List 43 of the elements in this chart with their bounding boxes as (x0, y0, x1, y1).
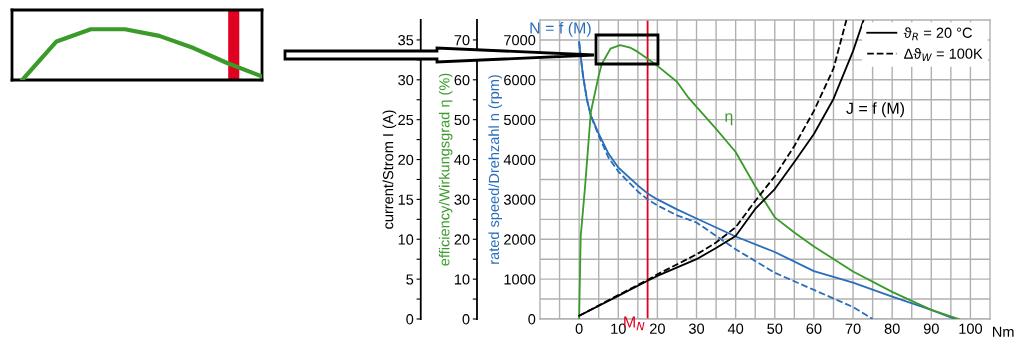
x-axis-title: Nm (993, 326, 1014, 337)
y-tick-label: 6000 (504, 74, 536, 86)
x-tick-label: 80 (884, 323, 900, 334)
x-tick-label: 70 (845, 323, 861, 334)
y-tick-label: 7000 (504, 35, 536, 46)
x-tick-label: 0 (575, 323, 583, 334)
legend-label: ϑ$_{R}$ = 20 °C (903, 27, 972, 41)
y-tick-label: 4000 (503, 154, 536, 165)
y2-tick-label: 20 (454, 234, 470, 245)
x-tick-label: 30 (688, 323, 705, 334)
y2-tick-label: 30 (454, 194, 470, 205)
y2-tick-label: 0 (462, 314, 470, 325)
y-tick-label: 3000 (503, 194, 536, 205)
y3-axis-title: current/Strom I (A) (382, 110, 397, 229)
y2-tick-label: 10 (454, 274, 470, 285)
y3-tick-label: 10 (398, 234, 414, 245)
x-tick-label: 10 (611, 323, 626, 334)
x-tick-label: 40 (727, 323, 744, 334)
y-tick-label: 5000 (503, 114, 536, 126)
x-tick-label: 60 (806, 323, 822, 334)
series-label: η (725, 113, 733, 126)
y-tick-label: 1000 (504, 274, 536, 285)
y3-tick-label: 30 (398, 74, 414, 86)
x-tick-label: 50 (767, 323, 783, 334)
y3-tick-label: 20 (398, 154, 414, 165)
x-tick-label: 20 (650, 323, 665, 334)
y2-tick-label: 40 (454, 154, 470, 165)
y2-tick-label: 70 (454, 35, 470, 46)
y3-tick-label: 0 (406, 314, 414, 325)
y3-tick-label: 5 (406, 274, 414, 285)
y2-tick-label: 60 (454, 74, 470, 86)
y3-tick-label: 35 (398, 35, 414, 46)
y-tick-label: 2000 (504, 234, 536, 245)
y3-tick-label: 25 (398, 114, 414, 126)
x-tick-label: 100 (959, 323, 983, 334)
y2-axis-title: efficiency/Wirkungsgrad η (%) (438, 73, 453, 266)
y-tick-label: 0 (528, 314, 536, 325)
annotation: J = f (M) (846, 102, 905, 118)
y-axis-title: rated speed/Drehzahl n (rpm) (488, 75, 503, 264)
y3-tick-label: 15 (398, 194, 414, 205)
y2-tick-label: 50 (454, 114, 470, 126)
x-tick-label: 90 (923, 323, 939, 334)
legend-label: Δϑ$_{W}$ = 100K (904, 48, 983, 62)
